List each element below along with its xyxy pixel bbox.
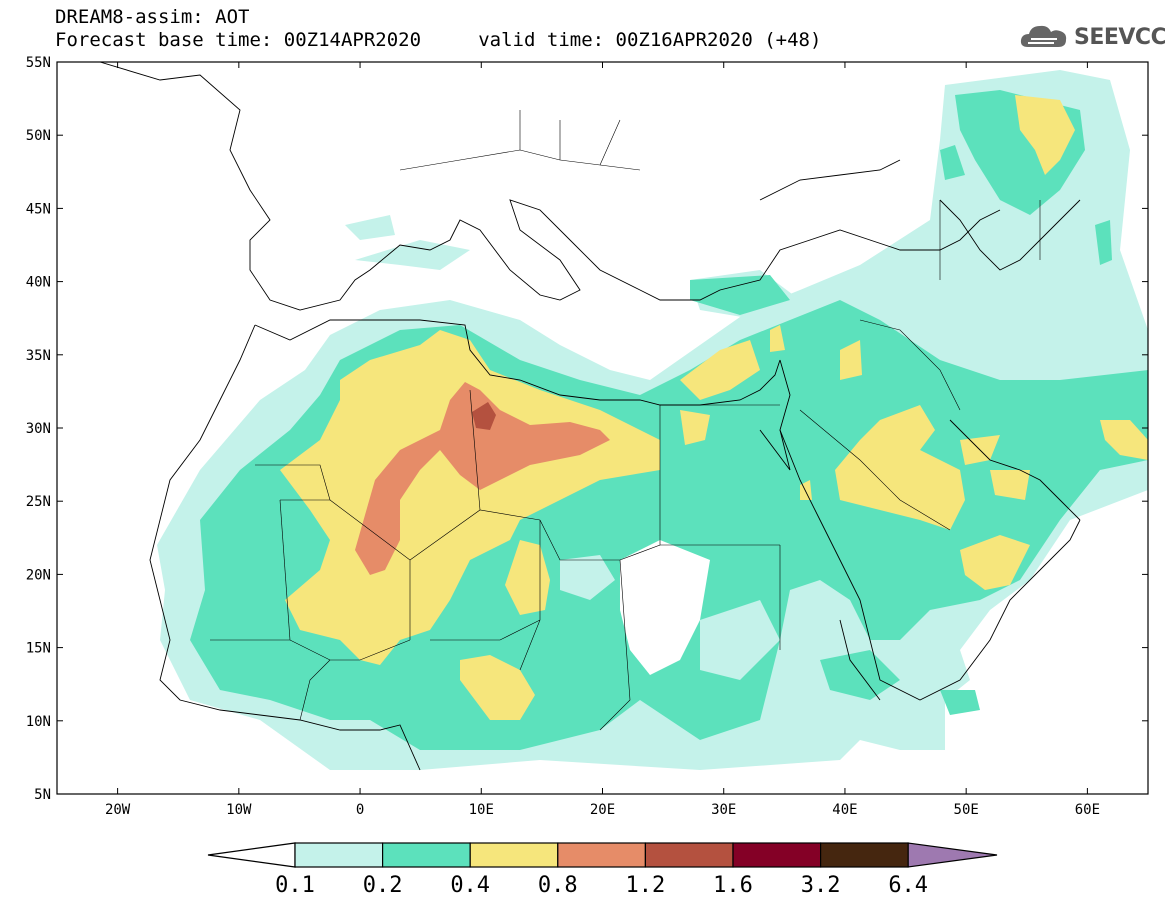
lat-tick-label: 30N bbox=[26, 421, 51, 437]
cloud-icon bbox=[1020, 25, 1067, 47]
aot-contour-1.2 bbox=[472, 402, 496, 430]
colorbar-label: 0.8 bbox=[538, 873, 578, 898]
latitude-axis: 55N 50N 45N 40N 35N 30N 25N 20N 15N 10N 5N bbox=[26, 55, 1148, 803]
seevccc-logo: SEEVCCC bbox=[1018, 22, 1165, 52]
colorbar-box bbox=[469, 842, 559, 868]
lon-tick-label: 50E bbox=[954, 802, 979, 818]
aot-contour-0.4 bbox=[280, 95, 1148, 720]
colorbar-label: 1.2 bbox=[626, 873, 666, 898]
colorbar-box bbox=[557, 842, 646, 868]
lat-tick-label: 5N bbox=[34, 787, 51, 803]
lon-tick-label: 10W bbox=[226, 802, 252, 818]
country-borders bbox=[210, 110, 1041, 731]
longitude-axis: 20W 10W 0 10E 20E 30E 40E 50E 60E bbox=[105, 62, 1100, 818]
lon-tick-label: 60E bbox=[1075, 802, 1100, 818]
colorbar-box bbox=[382, 842, 471, 868]
colorbar-arrow-high bbox=[907, 842, 998, 868]
colorbar-box bbox=[294, 842, 384, 868]
colorbar-arrow-low bbox=[207, 842, 296, 868]
lon-tick-label: 20W bbox=[105, 802, 131, 818]
colorbar-boxes bbox=[207, 842, 998, 868]
colorbar-label: 1.6 bbox=[713, 873, 753, 898]
colorbar-label: 6.4 bbox=[888, 873, 928, 898]
lat-tick-label: 55N bbox=[26, 55, 51, 71]
lon-tick-label: 30E bbox=[711, 802, 736, 818]
lon-tick-label: 10E bbox=[469, 802, 494, 818]
lat-tick-label: 25N bbox=[26, 494, 51, 510]
lat-tick-label: 15N bbox=[26, 641, 51, 657]
colorbar-box bbox=[644, 842, 734, 868]
lat-tick-label: 45N bbox=[26, 201, 51, 217]
lat-tick-label: 10N bbox=[26, 714, 51, 730]
lat-tick-label: 20N bbox=[26, 567, 51, 583]
map-title: DREAM8-assim: AOT bbox=[55, 6, 250, 28]
forecast-times: Forecast base time: 00Z14APR2020 valid t… bbox=[55, 29, 822, 51]
lat-tick-label: 40N bbox=[26, 275, 51, 291]
aot-contour-0.8 bbox=[355, 382, 610, 575]
lat-tick-label: 50N bbox=[26, 128, 51, 144]
colorbar-box bbox=[732, 842, 822, 868]
lon-tick-label: 20E bbox=[590, 802, 615, 818]
lon-tick-label: 40E bbox=[832, 802, 857, 818]
lon-tick-label: 0 bbox=[356, 802, 364, 818]
colorbar-label: 0.2 bbox=[363, 873, 403, 898]
logo-text: SEEVCCC bbox=[1074, 24, 1165, 50]
colorbar-label: 0.1 bbox=[275, 873, 315, 898]
lat-tick-label: 35N bbox=[26, 348, 51, 364]
colorbar-labels: 0.1 0.2 0.4 0.8 1.2 1.6 3.2 6.4 bbox=[275, 873, 928, 898]
colorbar-label: 3.2 bbox=[801, 873, 841, 898]
colorbar-box bbox=[819, 842, 909, 868]
coastlines bbox=[99, 62, 1081, 771]
colorbar-label: 0.4 bbox=[450, 873, 490, 898]
